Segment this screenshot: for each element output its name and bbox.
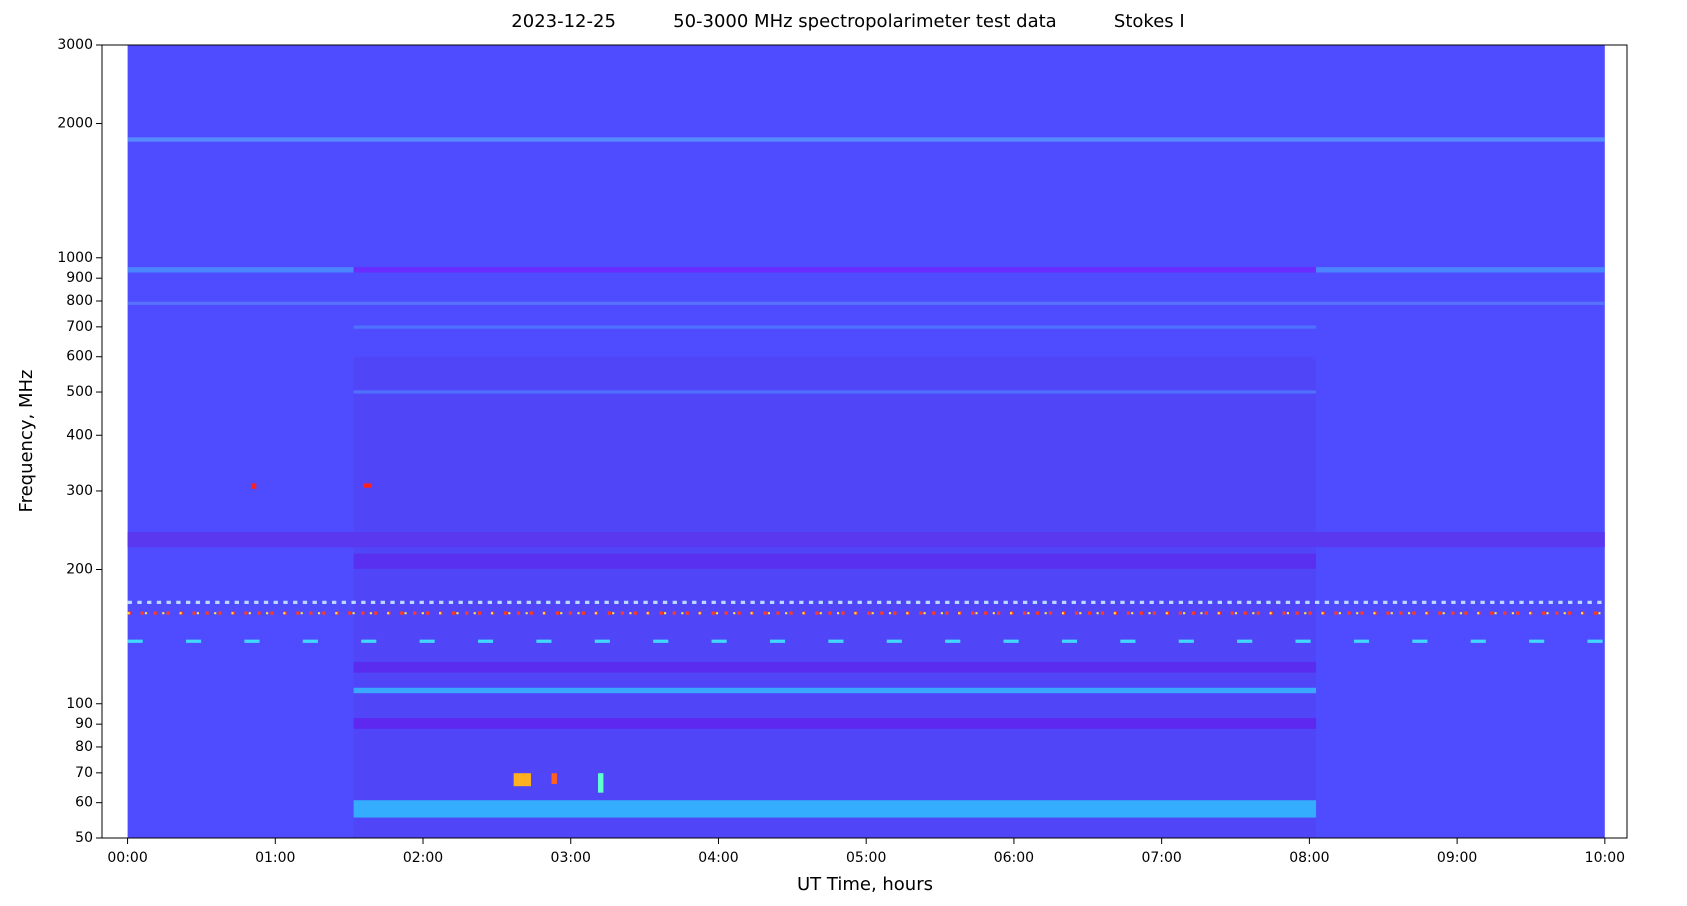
spectrogram-band (353, 267, 1317, 273)
y-tick-label: 3000 (57, 37, 93, 53)
spectrogram-band (353, 718, 1317, 729)
y-tick-label: 60 (75, 795, 93, 811)
plot-frame (101, 44, 1628, 839)
y-tick-label: 100 (66, 696, 93, 712)
x-tick-label: 10:00 (1585, 850, 1625, 866)
y-tick-label: 500 (66, 384, 93, 400)
spectrogram-band (127, 532, 1605, 548)
spectrogram-burst (513, 773, 531, 787)
y-tick-label: 800 (66, 293, 93, 309)
x-tick-label: 07:00 (1141, 850, 1181, 866)
spectrogram-burst (363, 483, 373, 488)
x-tick-label: 08:00 (1289, 850, 1329, 866)
spectrogram-band (353, 687, 1317, 694)
y-tick-label: 90 (75, 716, 93, 732)
x-tick-label: 00:00 (107, 850, 147, 866)
spectrogram-band (353, 800, 1317, 818)
y-tick-label: 2000 (57, 116, 93, 132)
x-tick-label: 06:00 (994, 850, 1034, 866)
spectrogram-band (353, 553, 1317, 569)
y-tick-label: 400 (66, 427, 93, 443)
spectrogram-band (353, 325, 1317, 329)
spectrogram-burst (551, 773, 557, 785)
y-tick-label: 200 (66, 562, 93, 578)
y-tick-label: 70 (75, 765, 93, 781)
y-tick-label: 900 (66, 270, 93, 286)
x-tick-label: 04:00 (698, 850, 738, 866)
y-tick-label: 700 (66, 319, 93, 335)
y-tick-label: 80 (75, 739, 93, 755)
spectrogram-burst (251, 483, 257, 489)
spectrogram-band (127, 301, 1605, 305)
spectrogram-band (127, 267, 354, 273)
spectrogram-band (353, 390, 1317, 394)
x-tick-label: 02:00 (403, 850, 443, 866)
y-axis-label: Frequency, MHz (16, 370, 37, 513)
spectrogram-band (353, 661, 1317, 673)
y-tick-label: 1000 (57, 250, 93, 266)
x-tick-label: 05:00 (846, 850, 886, 866)
y-tick-label: 300 (66, 483, 93, 499)
spectrogram-band (127, 137, 1605, 142)
x-tick-label: 09:00 (1437, 850, 1477, 866)
spectrogram (127, 45, 1605, 839)
spectrogram-burst (598, 773, 604, 793)
y-tick-label: 50 (75, 830, 93, 846)
x-tick-label: 03:00 (551, 850, 591, 866)
spectrogram-region (353, 356, 1317, 839)
y-tick-label: 600 (66, 349, 93, 365)
x-tick-label: 01:00 (255, 850, 295, 866)
chart-title: 2023-12-25 50-3000 MHz spectropolarimete… (511, 11, 1184, 32)
spectrogram-band (1316, 267, 1605, 273)
x-axis-label: UT Time, hours (797, 874, 933, 895)
